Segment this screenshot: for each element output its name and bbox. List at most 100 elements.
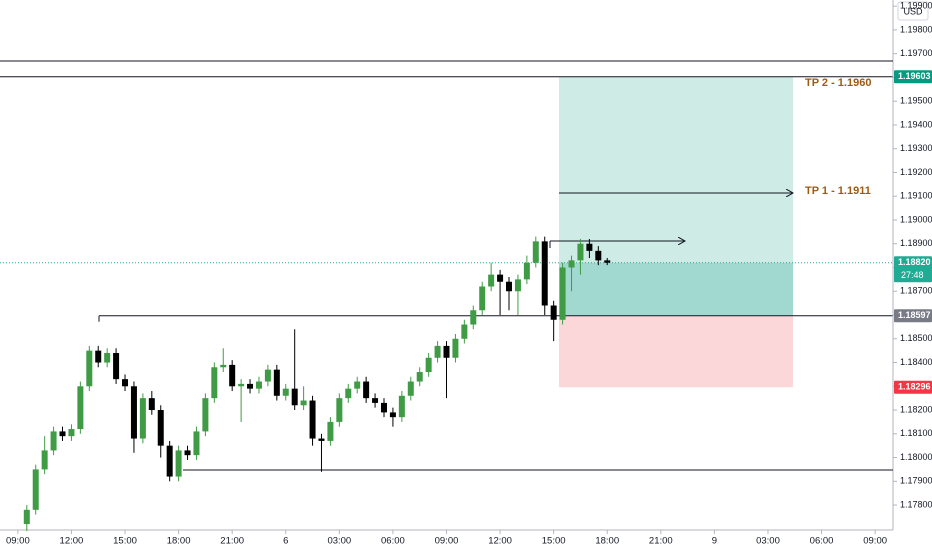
x-tick-label: 06:00 (810, 536, 834, 547)
x-tick-label: 12:00 (60, 536, 84, 547)
candle-body (354, 381, 361, 389)
candle-body (559, 267, 566, 320)
y-tick-label: 1.18500 (900, 333, 932, 343)
candle-body (309, 400, 316, 439)
x-tick-label: 06:00 (381, 536, 405, 547)
candle-body (443, 345, 450, 358)
currency-box (897, 1, 929, 21)
candle-body (282, 388, 289, 396)
candle-body (407, 381, 414, 396)
entry-price-label: 1.18597 (898, 310, 931, 320)
x-tick-label: 15:00 (542, 536, 566, 547)
y-tick-label: 1.19100 (900, 191, 932, 201)
candle-body (604, 260, 611, 263)
x-tick-label: 6 (283, 536, 288, 547)
stop-price-label: 1.18296 (898, 382, 931, 392)
x-tick-label: 15:00 (113, 536, 137, 547)
x-tick-label: 09:00 (6, 536, 30, 547)
y-tick-label: 1.19500 (900, 96, 932, 106)
y-tick-label: 1.19800 (900, 24, 932, 34)
tp1-annotation: TP 1 - 1.1911 (805, 185, 871, 197)
candle-body (291, 388, 298, 406)
x-tick-label: 21:00 (220, 536, 244, 547)
candle-body (113, 353, 120, 380)
candle-body (247, 383, 254, 389)
candle-body (95, 350, 102, 363)
candle-body (416, 372, 423, 382)
candle-body (229, 364, 236, 387)
candle-body (139, 398, 146, 439)
y-tick-label: 1.17800 (900, 499, 932, 509)
x-tick-label: 09:00 (863, 536, 887, 547)
candle-body (211, 367, 218, 399)
x-tick-label: 09:00 (435, 536, 459, 547)
candle-body (104, 353, 111, 363)
candle-body (220, 364, 227, 368)
candle-body (568, 260, 575, 268)
y-tick-label: 1.17900 (900, 476, 932, 486)
candle-body (255, 381, 262, 389)
candle-body (202, 398, 209, 432)
currency: USD (903, 6, 923, 16)
open-profit-zone (559, 262, 793, 316)
loss-zone (559, 315, 793, 388)
candle-body (238, 383, 245, 387)
candle-body (41, 450, 48, 470)
y-tick-label: 1.19000 (900, 214, 932, 224)
candle-body (363, 381, 370, 399)
candle-body (595, 250, 602, 261)
candle-body (336, 398, 343, 422)
candle-body (389, 412, 396, 418)
candle-body (23, 509, 30, 525)
x-tick-label: 21:00 (649, 536, 673, 547)
candle-body (497, 274, 504, 282)
x-tick-label: 03:00 (327, 536, 351, 547)
candle-body (157, 410, 164, 446)
candle-body (550, 305, 557, 320)
target-price-label-bg (894, 70, 932, 84)
candle-body (577, 243, 584, 261)
candle-body (77, 386, 84, 430)
plot-area (0, 76, 893, 388)
candle-body (541, 241, 548, 306)
candle-body (514, 279, 521, 292)
target-price-label: 1.19603 (898, 71, 931, 81)
y-tick-label: 1.19700 (900, 48, 932, 58)
y-tick-label: 1.18900 (900, 238, 932, 248)
candle-body (398, 395, 405, 418)
x-tick-label: 03:00 (756, 536, 780, 547)
candle-body (488, 274, 495, 287)
candle-body (470, 310, 477, 325)
candle-body (318, 438, 325, 441)
entry-price-label-bg (894, 309, 932, 323)
candle-body (184, 450, 191, 456)
candle-body (380, 402, 387, 413)
y-tick-label: 1.18100 (900, 428, 932, 438)
y-tick-label: 1.18400 (900, 357, 932, 367)
y-tick-label: 1.19900 (900, 1, 932, 11)
candle-body (122, 379, 129, 387)
candle-body (300, 400, 307, 406)
candle-body (523, 262, 530, 280)
y-tick-label: 1.19400 (900, 119, 932, 129)
candle-body (193, 431, 200, 456)
candle-body (372, 398, 379, 403)
candle-body (50, 431, 57, 451)
tp2-annotation: TP 2 - 1.1960 (805, 77, 871, 89)
candle-body (148, 398, 155, 411)
candle-body (345, 388, 352, 399)
candle-body (461, 324, 468, 339)
y-tick-label: 1.19200 (900, 167, 932, 177)
candle-body (264, 369, 271, 382)
candle-body (68, 429, 75, 437)
candle-body (166, 445, 173, 477)
candle-body (273, 369, 280, 396)
candle-body (434, 345, 441, 358)
x-tick-label: 12:00 (488, 536, 512, 547)
y-tick-label: 1.18700 (900, 286, 932, 296)
candle-body (130, 386, 137, 439)
candle-body (532, 241, 539, 263)
y-tick-label: 1.19300 (900, 143, 932, 153)
x-tick-label: 18:00 (167, 536, 191, 547)
